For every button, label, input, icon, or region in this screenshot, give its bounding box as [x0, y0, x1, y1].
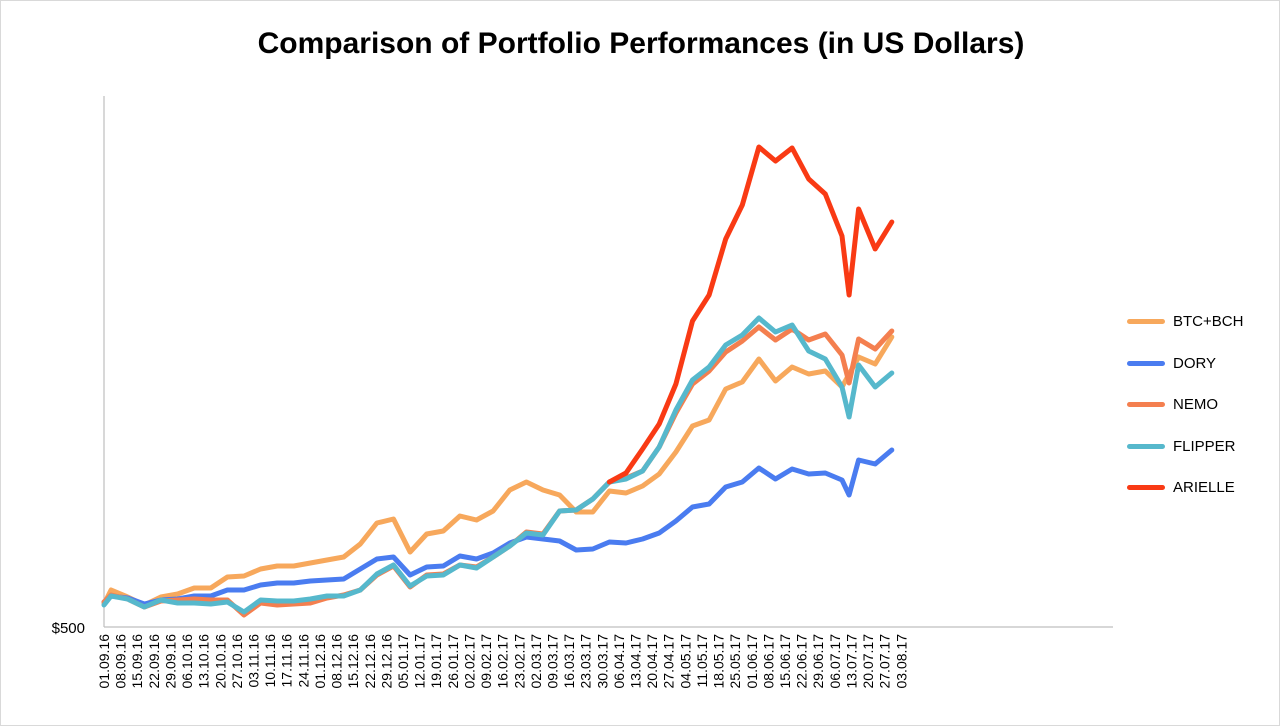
x-tick-label: 20.07.17 — [860, 634, 876, 689]
x-tick-label: 06.10.16 — [179, 634, 195, 689]
legend-swatch — [1127, 319, 1165, 325]
x-tick-label: 29.09.16 — [162, 634, 178, 689]
x-tick-label: 01.06.17 — [744, 634, 760, 689]
legend-item: ARIELLE — [1127, 467, 1277, 509]
legend-label: DORY — [1173, 354, 1217, 372]
x-tick-label: 29.06.17 — [810, 634, 826, 689]
legend-label: NEMO — [1173, 396, 1218, 414]
legend-swatch — [1127, 402, 1165, 408]
legend-swatch — [1127, 485, 1165, 491]
x-tick-label: 06.04.17 — [611, 634, 627, 689]
x-tick-layer: 01.09.16 08.09.16 15.09.16 22.09.16 29.09.16… — [96, 634, 909, 689]
x-tick-label: 16.02.17 — [495, 634, 511, 689]
x-tick-label: 20.10.16 — [212, 634, 228, 689]
x-tick-label: 23.03.17 — [578, 634, 594, 689]
x-tick-label: 13.04.17 — [628, 634, 644, 689]
x-tick-label: 25.05.17 — [727, 634, 743, 689]
legend-swatch — [1127, 443, 1165, 449]
chart-title: Comparison of Portfolio Performances (in… — [257, 27, 1025, 60]
x-tick-label: 04.05.17 — [677, 634, 693, 689]
legend-label: BTC+BCH — [1173, 313, 1244, 331]
x-tick-label: 26.01.17 — [445, 634, 461, 689]
x-tick-label: 03.11.16 — [245, 634, 261, 688]
x-tick-label: 11.05.17 — [694, 634, 710, 688]
x-tick-label: 27.07.17 — [877, 634, 893, 689]
x-tick-label: 16.03.17 — [561, 634, 577, 689]
x-tick-label: 22.09.16 — [146, 634, 162, 689]
x-tick-label: 18.05.17 — [711, 634, 727, 689]
y-tick-label: $500 — [52, 620, 85, 637]
x-tick-label: 29.12.16 — [378, 634, 394, 689]
x-tick-label: 22.06.17 — [794, 634, 810, 689]
x-tick-label: 27.04.17 — [661, 634, 677, 689]
x-tick-label: 17.11.16 — [279, 634, 295, 688]
x-tick-label: 01.12.16 — [312, 634, 328, 689]
series-line-flipper — [101, 315, 895, 615]
legend-item: DORY — [1127, 343, 1277, 385]
x-tick-label: 02.02.17 — [461, 634, 477, 689]
x-tick-label: 24.11.16 — [295, 634, 311, 688]
legend-item: NEMO — [1127, 384, 1277, 426]
legend-item: FLIPPER — [1127, 426, 1277, 468]
x-tick-label: 30.03.17 — [594, 634, 610, 689]
series-line-btc-bch — [101, 334, 895, 608]
legend-label: FLIPPER — [1173, 437, 1236, 455]
x-tick-label: 15.09.16 — [129, 634, 145, 689]
x-tick-label: 15.12.16 — [345, 634, 361, 689]
x-tick-label: 06.07.17 — [827, 634, 843, 689]
x-tick-label: 02.03.17 — [528, 634, 544, 689]
x-tick-label: 10.11.16 — [262, 634, 278, 688]
x-tick-label: 09.02.17 — [478, 634, 494, 689]
x-tick-label: 08.09.16 — [113, 634, 129, 689]
x-tick-label: 19.01.17 — [428, 634, 444, 689]
series-line-arielle — [606, 144, 895, 485]
x-tick-label: 27.10.16 — [229, 634, 245, 689]
legend: BTC+BCH DORY NEMO FLIPPER ARIELLE — [1127, 301, 1277, 509]
x-tick-label: 22.12.16 — [362, 634, 378, 689]
legend-item: BTC+BCH — [1127, 301, 1277, 343]
series-line-nemo — [101, 324, 895, 618]
x-tick-label: 13.07.17 — [843, 634, 859, 689]
series-line-dory — [101, 447, 895, 607]
x-tick-label: 05.01.17 — [395, 634, 411, 689]
x-tick-label: 09.03.17 — [544, 634, 560, 689]
legend-label: ARIELLE — [1173, 479, 1235, 497]
x-tick-label: 01.09.16 — [96, 634, 112, 689]
x-tick-label: 23.02.17 — [511, 634, 527, 689]
x-tick-label: 03.08.17 — [893, 634, 909, 689]
series-layer — [101, 144, 895, 618]
x-tick-label: 15.06.17 — [777, 634, 793, 689]
legend-swatch — [1127, 360, 1165, 366]
x-tick-label: 12.01.17 — [412, 634, 428, 689]
x-tick-label: 08.12.16 — [329, 634, 345, 689]
x-tick-label: 08.06.17 — [760, 634, 776, 689]
x-tick-label: 13.10.16 — [196, 634, 212, 689]
x-tick-label: 20.04.17 — [644, 634, 660, 689]
